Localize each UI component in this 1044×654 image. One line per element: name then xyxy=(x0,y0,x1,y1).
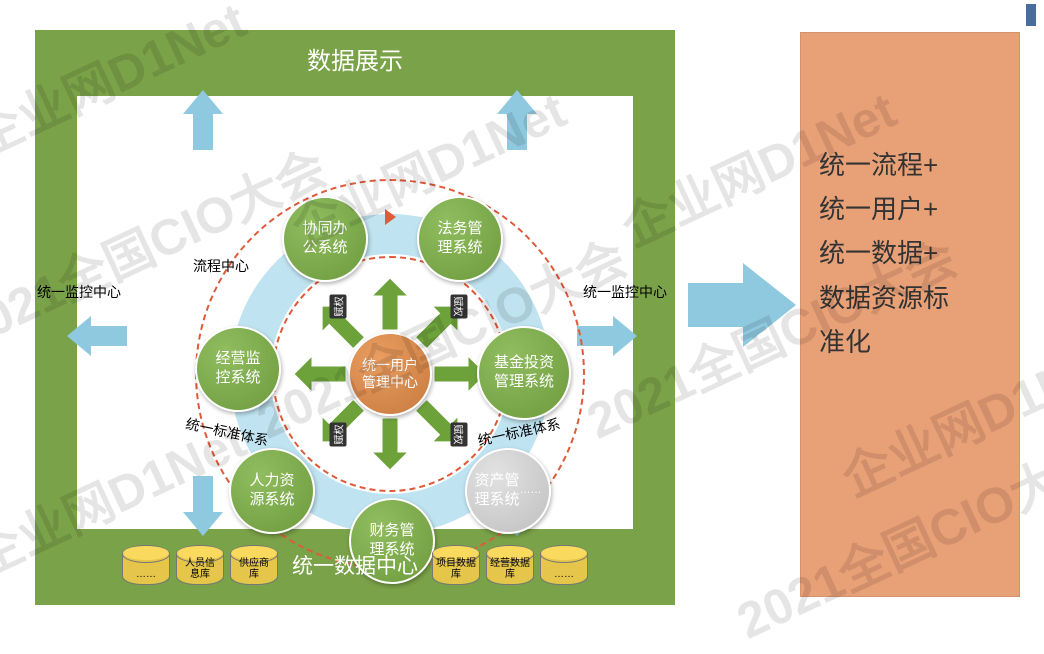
database-icon: 经营数据库 xyxy=(486,545,534,585)
auth-tag: 赋权 xyxy=(451,423,468,447)
diagram-canvas: 赋权赋权赋权赋权 统一用户 管理中心 协同办公系统法务管理系统经营监控系统基金投… xyxy=(77,96,633,529)
summary-line: 统一用户+ xyxy=(819,187,1001,231)
summary-line: 数据资源标 xyxy=(819,276,1001,320)
center-label-2: 管理中心 xyxy=(362,374,418,392)
database-icon: 人员信息库 xyxy=(176,545,224,585)
node-collab: 协同办公系统 xyxy=(282,196,368,282)
header-band: 数据展示 xyxy=(41,36,669,80)
architecture-frame: 数据展示 赋权赋权赋权赋权 统一用户 xyxy=(35,30,675,605)
data-center-row: ……人员信息库供应商库 统一数据中心 项目数据库经营数据库…… xyxy=(41,537,669,593)
summary-line: 统一数据+ xyxy=(819,231,1001,275)
center-label-1: 统一用户 xyxy=(362,357,418,375)
node-hr: 人力资源系统 xyxy=(229,448,315,534)
node-legal: 法务管理系统 xyxy=(417,196,503,282)
node-ops: 经营监控系统 xyxy=(195,326,281,412)
node-fund: 基金投资管理系统 xyxy=(477,326,571,420)
database-icon: 供应商库 xyxy=(230,545,278,585)
database-icon: …… xyxy=(122,545,170,585)
auth-tag: 赋权 xyxy=(330,423,347,447)
label-monitor-left: 统一监控中心 xyxy=(37,282,121,302)
corner-decoration xyxy=(1026,4,1036,26)
auth-tag: 赋权 xyxy=(330,295,347,319)
label-process-center: 流程中心 xyxy=(193,256,249,276)
database-icon: 项目数据库 xyxy=(432,545,480,585)
database-icon: …… xyxy=(540,545,588,585)
node-asset: 资产管理系统…… xyxy=(465,448,551,534)
auth-tag: 赋权 xyxy=(451,295,468,319)
summary-line: 统一流程+ xyxy=(819,143,1001,187)
center-node: 统一用户 管理中心 xyxy=(348,332,432,416)
summary-line: 准化 xyxy=(819,320,1001,364)
summary-panel: 统一流程+ 统一用户+ 统一数据+ 数据资源标 准化 xyxy=(800,32,1020,597)
footer-title: 统一数据中心 xyxy=(292,550,418,580)
big-arrow-icon xyxy=(688,255,798,355)
label-monitor-right: 统一监控中心 xyxy=(583,282,667,302)
